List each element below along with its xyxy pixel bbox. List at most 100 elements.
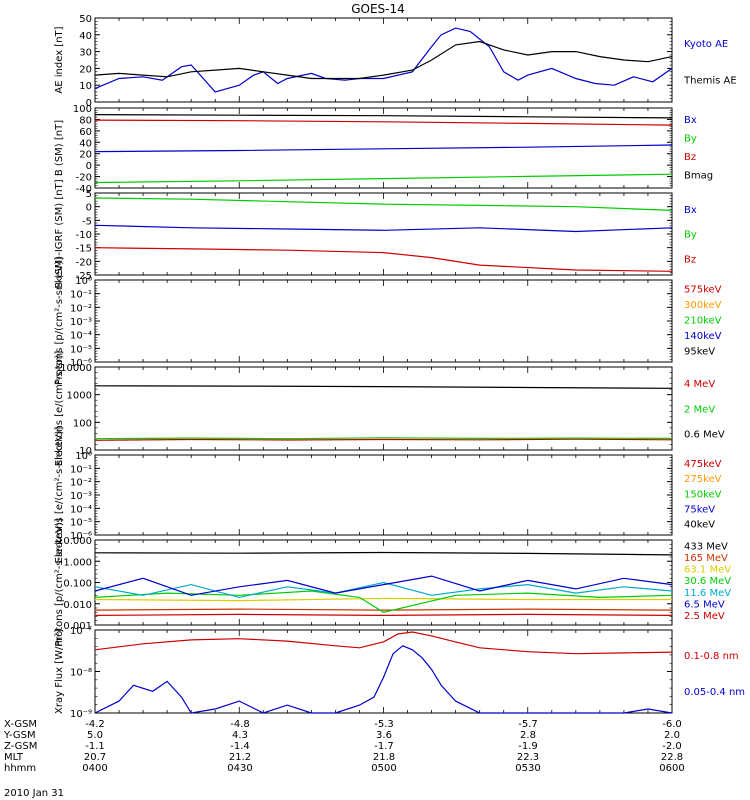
- y-tick-label: -20: [76, 173, 92, 184]
- legend-entry: By: [684, 133, 697, 144]
- y-tick-label: 1.000: [63, 557, 92, 568]
- series-line-4-mev: [94, 438, 673, 441]
- y-tick-label: 0: [86, 161, 92, 172]
- y-tick-label: 10⁻⁵: [70, 518, 92, 529]
- ephemeris-value: 3.6: [376, 730, 392, 741]
- y-tick-label: 10⁰: [75, 451, 92, 462]
- panel-8: 10⁻⁹ 10⁻⁸ 10⁻⁷ Xray Flux [W/m²] 0.1-0.8 nm 0.…: [54, 626, 745, 720]
- series-line-bx: [94, 144, 673, 153]
- ephemeris-value: -4.8: [230, 719, 250, 730]
- y-tick-label: 1000: [67, 391, 92, 402]
- y-tick-label: 30: [79, 48, 92, 59]
- ephemeris-value: 20.7: [84, 752, 106, 763]
- series-line-0.1-0.8-nm: [94, 631, 673, 655]
- ephemeris-value: 0600: [659, 763, 684, 774]
- y-tick-label: 10⁻³: [70, 491, 92, 502]
- legend-entry: 95keV: [684, 346, 715, 357]
- legend-entry: Bmag: [684, 171, 713, 182]
- ephemeris-value: 0430: [227, 763, 252, 774]
- series-line-kyoto-ae: [94, 27, 673, 93]
- y-tick-label: 0: [86, 203, 92, 214]
- legend-entry: 40keV: [684, 519, 715, 530]
- legend-entry: 433 MeV: [684, 541, 728, 552]
- legend-entry: 2 MeV: [684, 404, 715, 415]
- legend-entry: 475keV: [684, 459, 722, 470]
- y-tick-label: 10⁻⁶: [70, 358, 92, 369]
- legend-entry: 2.5 MeV: [684, 611, 725, 622]
- y-tick-label: -40: [76, 184, 92, 195]
- y-axis-label: Electrons [e/(cm²-s-sr-keV)]: [54, 426, 65, 563]
- series-line-by: [94, 173, 673, 184]
- y-tick-label: 10: [79, 81, 92, 92]
- y-tick-label: 10⁻²: [70, 303, 92, 314]
- legend-entry: 0.05-0.4 nm: [684, 687, 745, 698]
- panel-frame: [94, 454, 673, 536]
- ephemeris-row-name: hhmm: [4, 763, 36, 774]
- legend-entry: 6.5 MeV: [684, 600, 725, 611]
- series-line-165-mev: [94, 608, 673, 611]
- y-tick-label: 0: [86, 98, 92, 109]
- series-line-433-mev: [94, 551, 673, 556]
- ephemeris-value: -5.7: [518, 719, 538, 730]
- ephemeris-value: 0500: [371, 763, 396, 774]
- legend-entry: 63.1 MeV: [684, 565, 731, 576]
- y-tick-label: 50: [79, 14, 92, 25]
- y-axis-label: B (SM) [nT]: [54, 120, 65, 176]
- y-tick-label: 80: [79, 115, 92, 126]
- y-axis-label: B (SM)-IGRF (SM) [nT]: [54, 179, 65, 288]
- panel-frame: [94, 279, 673, 363]
- chart-title: GOES-14: [351, 2, 405, 16]
- y-tick-label: -20: [76, 257, 92, 268]
- series-line-bmag: [94, 114, 673, 119]
- date-label: 2010 Jan 31: [4, 788, 64, 799]
- series-line-30.6-mev: [94, 590, 673, 613]
- y-tick-label: 0.010: [63, 600, 92, 611]
- y-tick-label: -10: [76, 230, 92, 241]
- ephemeris-row-name: Z-GSM: [4, 741, 37, 752]
- legend-entry: 210keV: [684, 315, 722, 326]
- ephemeris-value: -1.4: [230, 741, 250, 752]
- ephemeris-value: -4.2: [85, 719, 105, 730]
- series-line-bz: [94, 247, 673, 272]
- y-tick-label: 100: [73, 418, 92, 429]
- legend-entry: Kyoto AE: [684, 39, 728, 50]
- y-axis-label: Protons [p/(cm²-s-sr-keV)]: [54, 518, 65, 646]
- legend-entry: Bx: [684, 115, 697, 126]
- y-tick-label: 20: [79, 64, 92, 75]
- legend-entry: 275keV: [684, 474, 722, 485]
- y-tick-label: 10⁻³: [70, 317, 92, 328]
- ephemeris-value: 22.3: [517, 752, 539, 763]
- ephemeris-value: 2.8: [520, 730, 536, 741]
- series-line-6.5-mev: [94, 575, 673, 596]
- y-tick-label: -25: [76, 271, 92, 282]
- y-tick-label: 10⁻⁴: [70, 504, 92, 515]
- ephemeris-value: -1.9: [518, 741, 538, 752]
- legend-entry: 30.6 MeV: [684, 576, 731, 587]
- ephemeris-value: 0400: [82, 763, 107, 774]
- y-tick-label: 10⁻¹: [70, 290, 92, 301]
- series-line-themis-ae: [94, 40, 673, 80]
- ephemeris-value: 22.8: [661, 752, 683, 763]
- y-axis-label: Electrons [e/(cm²-s-sr)]: [54, 351, 65, 467]
- legend-entry: Themis AE: [683, 76, 737, 87]
- y-tick-label: 20: [79, 150, 92, 161]
- legend-entry: 11.6 MeV: [684, 588, 731, 599]
- y-tick-label: 10⁻⁷: [70, 626, 92, 637]
- ephemeris-value: -1.1: [85, 741, 105, 752]
- panel-6: 10⁻⁶ 10⁻⁵ 10⁻⁴ 10⁻³ 10⁻² 10⁻¹ 10⁰ Electrons [e/…: [54, 426, 722, 563]
- y-tick-label: 10⁻²: [70, 478, 92, 489]
- series-line-by: [94, 197, 673, 211]
- series-line-11.6-mev: [94, 581, 673, 599]
- y-tick-label: -15: [76, 244, 92, 255]
- y-tick-label: 10⁻⁹: [70, 709, 92, 720]
- panel-3: -25 -20 -15 -10 -5 0 5 B (SM)-IGRF (SM) [nT] Bx B…: [54, 179, 697, 288]
- ephemeris-value: -1.7: [374, 741, 394, 752]
- ephemeris-value: 21.8: [373, 752, 395, 763]
- series-line-2-mev: [94, 437, 673, 440]
- series-line-2.5-mev: [94, 613, 673, 617]
- series-line-0.6-mev: [94, 385, 673, 389]
